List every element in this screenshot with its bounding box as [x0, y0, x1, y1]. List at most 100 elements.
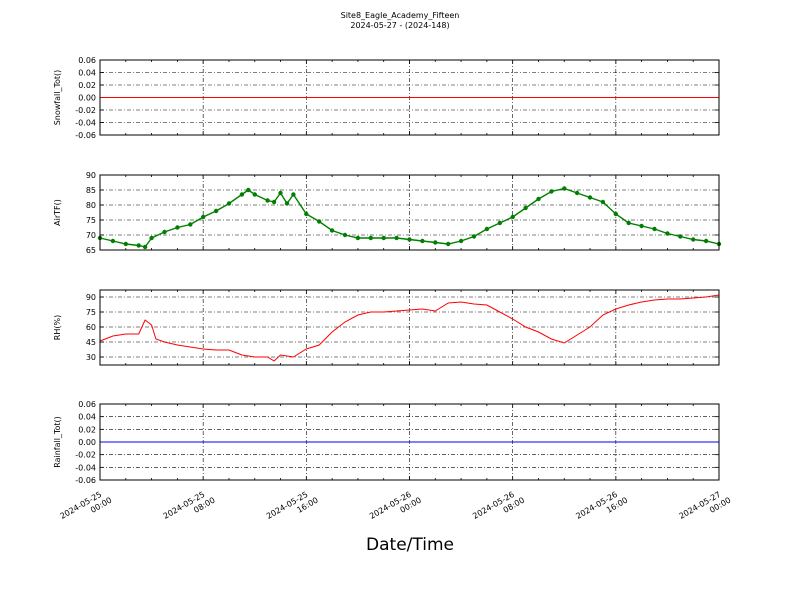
- data-point: [574, 190, 580, 196]
- y-tick-label: 70: [86, 231, 96, 240]
- x-axis-label: Date/Time: [366, 535, 454, 555]
- y-tick-label: -0.06: [75, 476, 96, 485]
- data-point: [317, 219, 322, 224]
- data-point: [458, 238, 464, 244]
- data-point: [652, 226, 657, 232]
- data-point: [368, 235, 373, 241]
- y-tick-label: 0.06: [78, 56, 96, 65]
- data-point: [639, 223, 644, 229]
- axes-frame: [99, 289, 720, 366]
- y-axis-label: AirTF(): [53, 199, 62, 226]
- y-tick-label: 65: [86, 246, 96, 255]
- data-point: [536, 196, 541, 202]
- axes-frame: [99, 174, 720, 251]
- chart-title: Site8_Eagle_Academy_Fifteen: [340, 11, 460, 20]
- y-tick-label: -0.02: [75, 451, 96, 460]
- data-point: [265, 198, 270, 203]
- data-point: [497, 220, 502, 226]
- data-point: [420, 238, 425, 244]
- data-point: [188, 222, 193, 227]
- data-point: [329, 228, 335, 233]
- data-point: [291, 192, 296, 197]
- y-tick-label: 90: [86, 293, 96, 302]
- y-tick-label: 0.02: [78, 81, 96, 90]
- series-line: [99, 294, 720, 362]
- data-point: [678, 234, 683, 239]
- data-point: [142, 244, 148, 250]
- data-point: [691, 237, 696, 242]
- data-point: [136, 243, 141, 248]
- data-point: [213, 208, 219, 214]
- data-point: [381, 235, 386, 241]
- data-point: [355, 235, 361, 241]
- data-point: [304, 211, 309, 217]
- data-point: [407, 237, 412, 242]
- y-tick-label: 0.06: [78, 400, 96, 409]
- subplot-0: 0.06 0.04 0.02 0.00 -0.02 -0.04 -0.06 Snowfall_…: [53, 56, 720, 140]
- y-tick-label: 0.04: [78, 69, 96, 78]
- y-tick-label: -0.04: [75, 119, 96, 128]
- data-point: [484, 226, 490, 232]
- data-point: [239, 192, 245, 197]
- data-point: [471, 234, 477, 239]
- data-point: [110, 238, 116, 244]
- y-tick-label: 0.02: [78, 425, 96, 434]
- data-point: [446, 241, 451, 247]
- data-point: [246, 187, 251, 193]
- y-axis-label: Snowfall_Tot(): [53, 70, 62, 126]
- data-point: [626, 220, 631, 226]
- data-point: [201, 214, 206, 220]
- data-point: [271, 199, 277, 205]
- data-point: [523, 205, 528, 211]
- data-point: [175, 225, 180, 230]
- y-tick-label: 0.00: [78, 94, 96, 103]
- y-tick-label: 80: [86, 201, 96, 210]
- subplot-3: 0.06 0.04 0.02 0.00 -0.02 -0.04 -0.06 Rainfall_…: [53, 400, 720, 485]
- data-point: [600, 199, 606, 205]
- y-tick-label: 30: [86, 353, 96, 362]
- data-point: [252, 192, 257, 197]
- y-tick-label: 0.04: [78, 413, 96, 422]
- data-point: [162, 229, 167, 235]
- chart-subtitle: 2024-05-27 - (2024-148): [350, 21, 450, 30]
- y-tick-label: -0.06: [75, 131, 96, 140]
- data-point: [587, 195, 593, 200]
- axes-frame: [99, 59, 720, 136]
- data-point: [613, 211, 618, 217]
- data-point: [342, 232, 348, 238]
- data-point: [278, 190, 283, 196]
- data-point: [226, 201, 232, 206]
- data-point: [123, 241, 128, 247]
- data-point: [284, 201, 290, 206]
- data-point: [510, 214, 515, 220]
- y-axis-label: RH(%): [53, 315, 62, 340]
- data-point: [703, 238, 709, 244]
- y-axis-label: Rainfall_Tot(): [53, 416, 62, 468]
- y-tick-label: 85: [86, 186, 96, 195]
- data-point: [394, 235, 399, 241]
- subplot-2: 90 75 60 45 30 RH(%): [53, 289, 720, 366]
- data-point: [562, 186, 567, 191]
- data-point: [149, 235, 154, 241]
- y-tick-label: 90: [86, 171, 96, 180]
- data-point: [665, 231, 670, 236]
- subplot-1: 90 85 80 75 70 65 AirTF(): [53, 171, 722, 255]
- y-tick-label: 75: [86, 308, 96, 317]
- data-point: [433, 240, 438, 245]
- y-tick-label: -0.04: [75, 463, 96, 472]
- data-point: [549, 189, 554, 194]
- y-tick-label: 60: [86, 323, 96, 332]
- y-tick-label: 0.00: [78, 438, 96, 447]
- y-tick-label: 45: [86, 338, 96, 347]
- y-tick-label: -0.02: [75, 106, 96, 115]
- y-tick-label: 75: [86, 216, 96, 225]
